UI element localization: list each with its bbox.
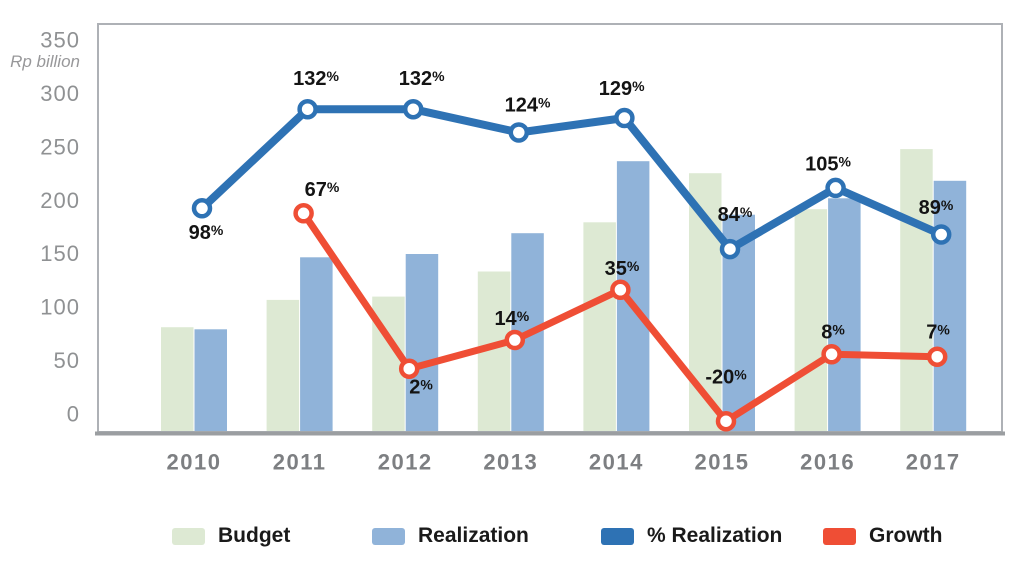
- x-label-2013: 2013: [483, 450, 538, 475]
- realization-marker-2017: [930, 224, 952, 245]
- legend: Budget Realization % Realization Growth: [0, 518, 1024, 560]
- realization-marker-2016: [825, 177, 846, 199]
- realization-marker-2011: [297, 98, 318, 120]
- y-tick-0: 0: [67, 402, 80, 427]
- plot-area-border: [97, 23, 1003, 433]
- realization-bar-2010: [194, 329, 227, 432]
- legend-label-pct-realization: % Realization: [647, 524, 783, 547]
- legend-label-growth: Growth: [869, 524, 943, 547]
- budget-bar-2010: [161, 327, 194, 432]
- growth-marker-2012: [398, 358, 420, 379]
- legend-label-realization: Realization: [418, 524, 529, 547]
- budget-bar-2011: [266, 299, 300, 432]
- y-tick-200: 200: [40, 188, 80, 213]
- x-label-2017: 2017: [906, 450, 961, 475]
- realization-bar-2017: [933, 180, 967, 432]
- budget-bar-2017: [900, 149, 933, 432]
- growth-marker-2016: [821, 344, 842, 365]
- y-tick-150: 150: [40, 241, 80, 266]
- realization-value-2012: 132%: [399, 68, 445, 90]
- x-label-2012: 2012: [378, 450, 433, 475]
- realization-value-2013: 124%: [505, 95, 551, 117]
- realization-marker-2015: [719, 238, 741, 260]
- legend-item-growth: Growth: [823, 518, 943, 554]
- realization-bar-2011: [300, 257, 333, 432]
- legend-swatch-pct-realization: [601, 527, 634, 545]
- realization-value-2011: 132%: [293, 68, 339, 90]
- x-label-2015: 2015: [695, 450, 750, 475]
- x-label-2011: 2011: [273, 450, 327, 475]
- realization-value-2010: 98%: [189, 222, 224, 244]
- legend-swatch-realization: [372, 527, 405, 545]
- y-tick-250: 250: [40, 134, 80, 159]
- x-label-2014: 2014: [589, 450, 644, 475]
- y-axis-unit-label: Rp billion: [10, 52, 80, 71]
- y-tick-50: 50: [54, 348, 80, 373]
- legend-item-realization: Realization: [372, 518, 529, 554]
- growth-marker-2011: [293, 203, 314, 224]
- realization-marker-2012: [402, 98, 424, 120]
- legend-item-pct-realization: % Realization: [601, 518, 782, 554]
- realization-line: [198, 105, 946, 254]
- x-label-2016: 2016: [800, 450, 855, 475]
- budget-bar-2016: [794, 209, 828, 432]
- y-tick-300: 300: [40, 81, 80, 106]
- growth-marker-2013: [504, 329, 526, 351]
- realization-bar-2012: [405, 254, 439, 432]
- y-tick-350: 350: [40, 28, 80, 53]
- legend-swatch-budget: [172, 527, 205, 545]
- growth-marker-2014: [610, 279, 631, 301]
- growth-value-2011: 67%: [305, 179, 340, 201]
- realization-marker-2013: [508, 122, 530, 143]
- realization-marker-2010: [191, 198, 213, 219]
- legend-swatch-growth: [823, 527, 856, 545]
- y-tick-100: 100: [40, 295, 80, 320]
- growth-marker-2015: [715, 410, 737, 432]
- realization-value-2014: 129%: [599, 78, 645, 100]
- realization-bar-2016: [828, 198, 861, 432]
- growth-marker-2017: [926, 346, 948, 367]
- realization-value-2016: 105%: [805, 154, 851, 176]
- realization-marker-2014: [614, 107, 635, 129]
- legend-label-budget: Budget: [218, 524, 291, 547]
- budget-bar-2014: [583, 222, 616, 432]
- legend-item-budget: Budget: [172, 518, 290, 554]
- x-label-2010: 2010: [167, 450, 222, 475]
